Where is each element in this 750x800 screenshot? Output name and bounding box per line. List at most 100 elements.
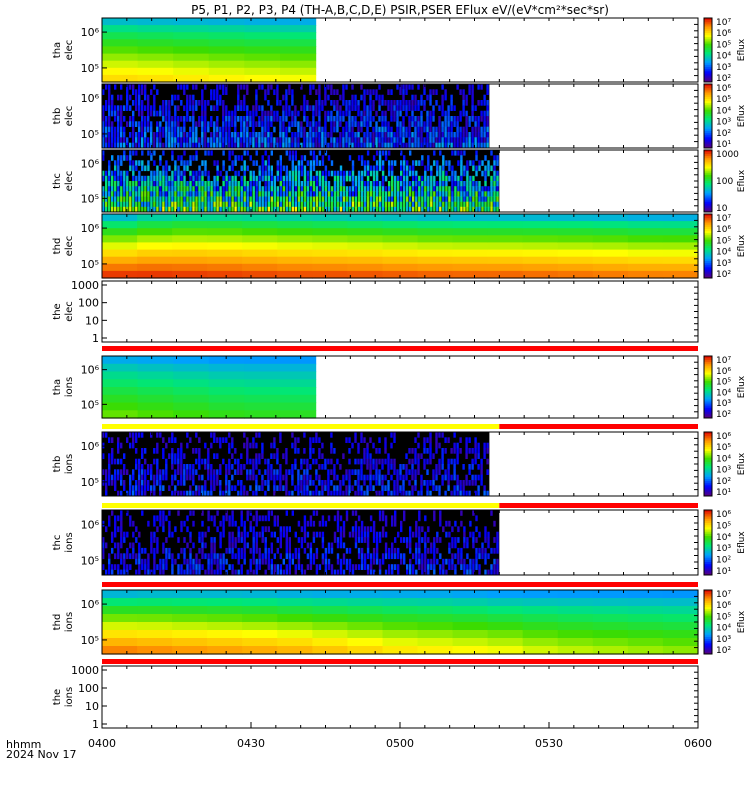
spectrogram-cell <box>228 206 231 213</box>
spectrogram-cell <box>465 453 468 459</box>
spectrogram-cell <box>276 448 279 454</box>
spectrogram-cell <box>189 142 192 149</box>
spectrogram-cell <box>183 569 186 576</box>
spectrogram-cell <box>186 132 189 138</box>
spectrogram-cell <box>102 150 105 156</box>
spectrogram-cell <box>452 242 489 251</box>
y-tick-label: 100 <box>78 297 99 310</box>
spectrogram-cell <box>315 170 319 177</box>
spectrogram-cell <box>228 142 231 149</box>
spectrogram-cell <box>162 201 165 208</box>
spectrogram-cell <box>183 490 186 497</box>
spectrogram-cell <box>240 105 243 111</box>
colorbar-swatch <box>704 384 712 388</box>
spectrogram-cell <box>102 356 139 365</box>
spectrogram-cell <box>270 196 273 203</box>
spectrogram-cell <box>330 170 334 177</box>
spectrogram-cell <box>240 515 243 522</box>
spectrogram-cell <box>105 121 108 127</box>
spectrogram-cell <box>294 155 297 161</box>
spectrogram-cell <box>108 89 111 95</box>
colorbar-swatch <box>704 126 712 130</box>
spectrogram-cell <box>183 137 186 143</box>
spectrogram-cell <box>186 100 189 106</box>
spectrogram-cell <box>412 170 415 177</box>
colorbar-swatch <box>704 124 712 128</box>
spectrogram-cell <box>291 510 294 516</box>
y-tick-label: 10⁶ <box>81 364 100 377</box>
spectrogram-cell <box>273 191 276 197</box>
spectrogram-cell <box>456 84 459 90</box>
spectrogram-cell <box>192 474 195 481</box>
spectrogram-cell <box>453 121 456 127</box>
spectrogram-cell <box>662 214 699 222</box>
spectrogram-cell <box>213 121 216 127</box>
spectrogram-cell <box>129 564 132 570</box>
spectrogram-cell <box>388 569 391 576</box>
spectrogram-cell <box>168 175 171 182</box>
spectrogram-cell <box>466 181 469 187</box>
spectrogram-cell <box>345 84 348 90</box>
spectrogram-cell <box>231 437 234 443</box>
spectrogram-cell <box>393 110 396 117</box>
spectrogram-cell <box>126 100 129 106</box>
spectrogram-cell <box>381 132 384 138</box>
spectrogram-cell <box>171 453 174 459</box>
spectrogram-cell <box>336 542 340 549</box>
spectrogram-cell <box>435 469 438 475</box>
spectrogram-cell <box>216 469 219 475</box>
spectrogram-cell <box>123 142 126 149</box>
spectrogram-cell <box>424 558 427 565</box>
spectrogram-cell <box>372 201 376 208</box>
spectrogram-cell <box>276 537 279 543</box>
spectrogram-cell <box>249 442 252 449</box>
spectrogram-cell <box>291 464 294 470</box>
spectrogram-cell <box>312 150 316 156</box>
spectrogram-cell <box>363 490 366 497</box>
spectrogram-cell <box>141 126 144 133</box>
colorbar-swatch <box>704 536 712 539</box>
spectrogram-cell <box>183 160 186 166</box>
spectrogram-cell <box>312 196 316 203</box>
spectrogram-cell <box>240 116 243 122</box>
spectrogram-cell <box>490 191 493 197</box>
spectrogram-cell <box>448 520 451 527</box>
spectrogram-cell <box>171 186 174 192</box>
spectrogram-cell <box>126 191 129 197</box>
spectrogram-cell <box>222 206 225 213</box>
spectrogram-cell <box>264 480 267 486</box>
spectrogram-cell <box>225 196 228 203</box>
spectrogram-cell <box>168 105 171 111</box>
spectrogram-cell <box>411 485 414 491</box>
spectrogram-cell <box>183 170 186 177</box>
spectrogram-cell <box>156 89 159 95</box>
spectrogram-cell <box>264 458 267 465</box>
spectrogram-cell <box>201 100 204 106</box>
colorbar-swatch <box>704 529 712 533</box>
spectrogram-cell <box>207 458 210 465</box>
spectrogram-cell <box>339 531 343 538</box>
spectrogram-cell <box>273 469 276 475</box>
spectrogram-cell <box>285 526 288 533</box>
spectrogram-cell <box>303 181 307 187</box>
spectrogram-cell <box>454 150 457 156</box>
spectrogram-cell <box>306 160 310 166</box>
spectrogram-cell <box>280 402 317 411</box>
y-tick-label: 10⁶ <box>81 92 100 105</box>
spectrogram-cell <box>276 110 279 117</box>
spectrogram-cell <box>276 165 279 172</box>
spectrogram-cell <box>333 490 336 497</box>
spectrogram-cell <box>453 142 456 149</box>
spectrogram-cell <box>165 105 168 111</box>
spectrogram-cell <box>463 569 466 576</box>
spectrogram-cell <box>345 170 349 177</box>
spectrogram-cell <box>354 191 358 197</box>
spectrogram-cell <box>213 520 216 527</box>
colorbar-swatch <box>704 449 712 452</box>
spectrogram-cell <box>183 553 186 560</box>
spectrogram-cell <box>390 464 393 470</box>
spectrogram-cell <box>357 448 360 454</box>
spectrogram-cell <box>375 191 379 197</box>
spectrogram-cell <box>111 480 114 486</box>
